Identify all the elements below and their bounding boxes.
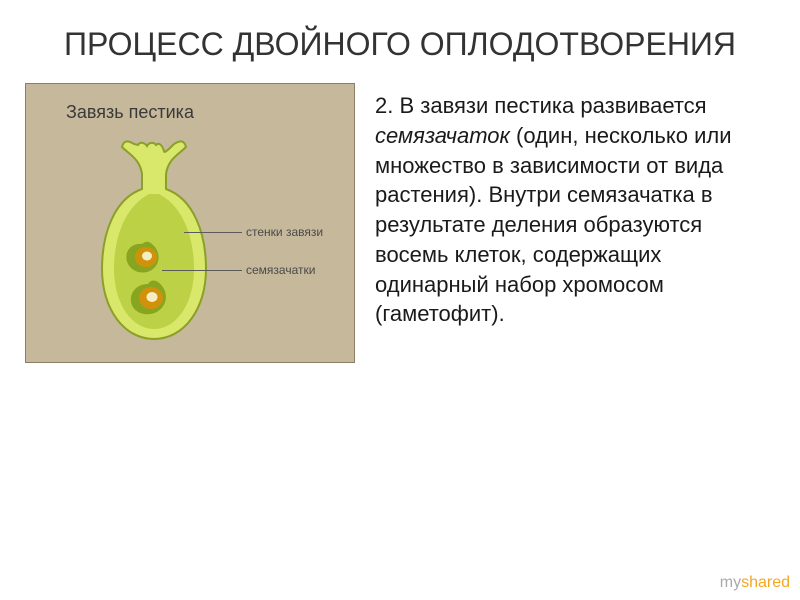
pistil-diagram (94, 139, 214, 349)
leader-line-wall (184, 232, 242, 233)
slide-title: ПРОЦЕСС ДВОЙНОГО ОПЛОДОТВОРЕНИЯ (0, 0, 800, 83)
diagram-panel: Завязь пестика стенки завязи семязачатки (25, 83, 355, 363)
watermark: myshared (720, 574, 790, 592)
body-prefix: В завязи пестика развивается (399, 93, 706, 118)
diagram-title: Завязь пестика (66, 102, 194, 123)
watermark-accent: shared (741, 574, 790, 591)
body-italic: семязачаток (375, 123, 510, 148)
watermark-prefix: my (720, 574, 741, 591)
leader-line-ovules (162, 270, 242, 271)
label-wall: стенки завязи (246, 225, 323, 239)
content-area: Завязь пестика стенки завязи семязачатки (0, 83, 800, 363)
body-text: 2. В завязи пестика развивается семязача… (375, 83, 775, 363)
label-ovules: семязачатки (246, 263, 315, 277)
body-number: 2. (375, 93, 399, 118)
body-suffix: (один, несколько или множество в зависим… (375, 123, 732, 326)
